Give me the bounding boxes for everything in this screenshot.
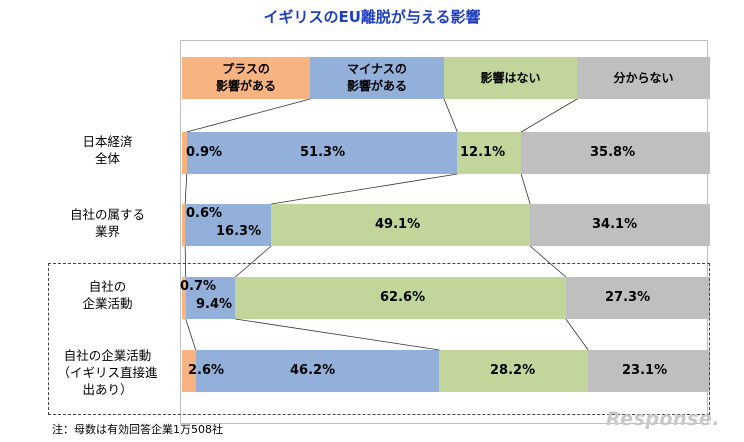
- connector-line: [184, 173, 188, 205]
- highlight-box: [48, 263, 710, 415]
- connector-line: [185, 318, 197, 351]
- data-label-row2-s3: 49.1%: [375, 217, 421, 232]
- data-label-row2-s1: 0.6%: [186, 206, 223, 221]
- bar-segment-row4-s4: [588, 350, 710, 392]
- data-label-row4-s4: 23.1%: [622, 363, 668, 378]
- bar-segment-row3-s4: [565, 277, 710, 319]
- connector-line: [271, 173, 458, 205]
- connector-line: [235, 245, 272, 278]
- data-label-row3-s3: 62.6%: [380, 290, 426, 305]
- bar-segment-row4-s1: [182, 350, 196, 392]
- legend-item-1: プラスの 影響がある: [182, 57, 310, 99]
- bar-segment-row4-s3: [439, 350, 589, 392]
- bar-segment-row3-s1: [182, 277, 186, 319]
- category-label-2: 自社の属する 業界: [69, 207, 145, 239]
- legend-item-2: マイナスの 影響がある: [310, 57, 444, 99]
- bar-segment-row4-s2: [195, 350, 440, 392]
- bar-segment-row2-s4: [530, 204, 710, 246]
- data-label-row1-s2: 51.3%: [300, 145, 346, 160]
- connector-line: [443, 98, 458, 133]
- connector-line: [529, 245, 567, 278]
- footnote: 注：母数は有効回答企業1万508社: [52, 423, 223, 436]
- legend-item-4: 分からない: [577, 57, 710, 99]
- data-label-row1-s1: 0.9%: [186, 145, 223, 160]
- data-label-row3-s4: 27.3%: [605, 290, 651, 305]
- category-label-4: 自社の企業活動 （イギリス直接進 出あり）: [57, 347, 158, 397]
- category-label-3: 自社の 企業活動: [82, 279, 133, 311]
- bar-segment-row2-s2: [185, 204, 272, 246]
- bar-segment-row1-s4: [521, 132, 710, 174]
- bar-segment-row2-s1: [182, 204, 186, 246]
- data-label-row3-s1: 0.7%: [180, 279, 217, 294]
- data-label-row2-s2: 16.3%: [216, 224, 262, 239]
- connector-line: [186, 98, 311, 133]
- data-label-row4-s3: 28.2%: [490, 363, 536, 378]
- bar-segment-row3-s2: [185, 277, 236, 319]
- bar-segment-row2-s3: [271, 204, 531, 246]
- data-label-row2-s4: 34.1%: [592, 217, 638, 232]
- bar-segment-row1-s2: [186, 132, 458, 174]
- watermark-logo: Response.: [606, 408, 720, 430]
- legend-item-3: 影響はない: [444, 57, 577, 99]
- data-label-row1-s4: 35.8%: [590, 145, 636, 160]
- category-label-1: 日本経済 全体: [82, 134, 133, 166]
- connector-line: [184, 245, 187, 278]
- data-label-row4-s2: 46.2%: [290, 363, 336, 378]
- bar-segment-row1-s3: [457, 132, 522, 174]
- bar-segment-row1-s1: [182, 132, 187, 174]
- connector-line: [520, 98, 578, 133]
- connector-line: [520, 173, 531, 205]
- connector-line: [565, 318, 589, 351]
- chart-title: イギリスのEU離脱が与える影響: [263, 8, 481, 26]
- data-label-row3-s2: 9.4%: [196, 297, 233, 312]
- data-label-row4-s1: 2.6%: [188, 363, 225, 378]
- data-label-row1-s3: 12.1%: [460, 145, 506, 160]
- connector-line: [235, 318, 440, 351]
- bar-segment-row3-s3: [235, 277, 566, 319]
